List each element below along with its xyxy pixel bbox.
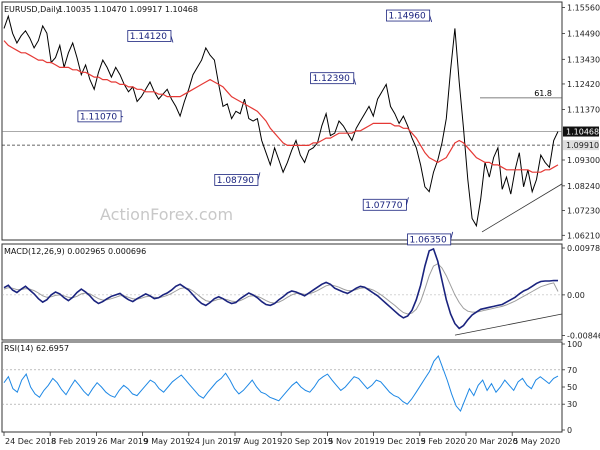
x-tick-label-1: 8 Feb 2019 — [51, 437, 96, 446]
annotation-label-5: 1.07770 — [365, 201, 402, 211]
price-tick-label-7: 1.09300 — [567, 156, 600, 165]
annotation-leader-3 — [353, 78, 357, 85]
price-panel: 61.8 1.14120 1.11070 1.08790 1.12390 1.14960 1… — [2, 9, 563, 245]
price-tick-label-5: 1.10468 — [566, 128, 599, 137]
annotation-label-1: 1.11070 — [80, 112, 117, 122]
price-tick-label-8: 1.08240 — [567, 182, 600, 191]
price-tick-label-2: 1.13430 — [567, 55, 600, 64]
annotation-label-6: 1.06350 — [410, 235, 447, 245]
rsi-tick-label-2: 50 — [567, 383, 577, 392]
rsi-panel-frame — [1, 341, 563, 433]
macd-main-line — [3, 247, 559, 330]
x-tick-label-2: 26 Mar 2019 — [97, 437, 148, 446]
annotation-leader-0 — [170, 35, 174, 43]
fib-618-label: 61.8 — [534, 89, 552, 98]
price-tick-label-3: 1.12420 — [567, 80, 600, 89]
annotation-leader-4 — [429, 15, 433, 23]
y-axis: 1.15560 1.14490 1.13430 1.12420 1.11370 1.104… — [562, 3, 600, 435]
x-tick-label-10: 20 Mar 2020 — [467, 437, 518, 446]
price-tick-label-4: 1.11370 — [567, 106, 600, 115]
rsi-tick-label-1: 70 — [567, 366, 577, 375]
x-tick-label-5: 7 Aug 2019 — [236, 437, 282, 446]
x-tick-label-4: 24 Jun 2019 — [190, 437, 238, 446]
rsi-tick-label-0: 100 — [567, 340, 582, 349]
annotation-leader-5 — [406, 197, 409, 205]
rsi-line — [3, 355, 559, 413]
annotation-leader-2 — [257, 172, 261, 181]
x-tick-label-11: 5 May 2020 — [513, 437, 560, 446]
macd-tick-label-1: 0.00 — [567, 291, 585, 300]
macd-tick-label-2: -0.008464 — [567, 331, 600, 340]
price-tick-label-6: 1.09910 — [566, 141, 599, 150]
x-tick-label-7: 5 Nov 2019 — [328, 437, 374, 446]
x-tick-label-0: 24 Dec 2018 — [5, 437, 56, 446]
x-tick-label-6: 20 Sep 2019 — [282, 437, 333, 446]
annotation-label-0: 1.14120 — [130, 32, 167, 42]
annotation-leader-6 — [450, 231, 454, 240]
support-trendline — [481, 183, 563, 233]
annotation-leader-1 — [121, 115, 124, 118]
price-tick-label-1: 1.14490 — [567, 29, 600, 38]
macd-trendline — [454, 313, 563, 336]
macd-signal-line — [3, 263, 559, 315]
price-tick-label-0: 1.15560 — [567, 3, 600, 12]
macd-panel-frame — [1, 243, 563, 341]
rsi-panel-title: RSI(14) 62.6957 — [4, 344, 69, 353]
x-tick-label-3: 9 May 2019 — [144, 437, 191, 446]
x-tick-label-8: 19 Dec 2019 — [375, 437, 426, 446]
macd-panel — [2, 247, 563, 336]
x-tick-label-9: 5 Feb 2020 — [421, 437, 466, 446]
annotation-label-3: 1.12390 — [313, 74, 350, 84]
watermark: ActionForex.com — [100, 205, 233, 224]
rsi-tick-label-4: 0 — [567, 426, 572, 435]
macd-tick-label-0: 0.00978 — [567, 244, 600, 253]
rsi-tick-label-3: 30 — [567, 400, 577, 409]
price-tick-label-9: 1.07230 — [567, 206, 600, 215]
price-tick-bg-6 — [563, 140, 599, 151]
ohlc-readout: 1.10035 1.10470 1.09917 1.10468 — [58, 5, 198, 14]
price-close-line — [3, 14, 559, 228]
price-tick-label-10: 1.06210 — [567, 231, 600, 240]
price-tick-bg-5 — [563, 126, 599, 137]
annotation-label-2: 1.08790 — [217, 176, 254, 186]
macd-panel-title: MACD(12,26,9) 0.002965 0.000696 — [4, 247, 146, 256]
rsi-panel — [2, 355, 562, 413]
price-sma-line — [3, 40, 559, 173]
annotation-label-4: 1.14960 — [388, 12, 425, 22]
price-panel-title: EURUSD,Daily — [4, 5, 61, 14]
